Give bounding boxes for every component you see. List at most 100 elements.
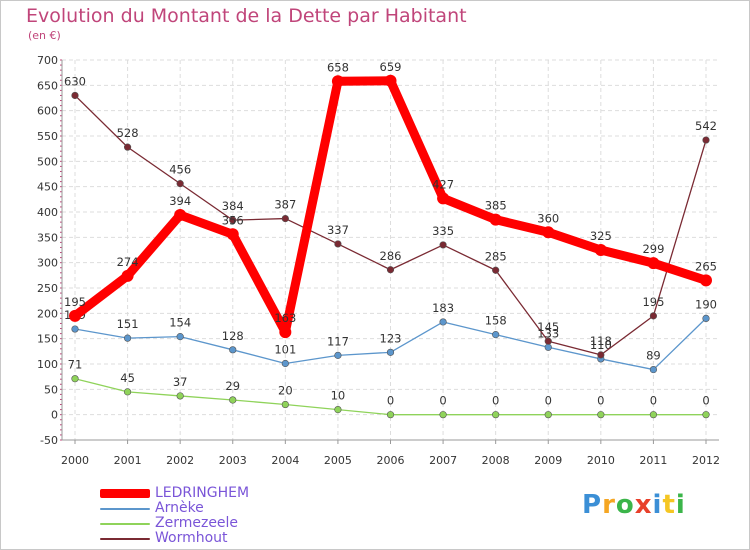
data-point-wormhout	[334, 240, 342, 248]
y-tick-label: 150	[37, 333, 58, 346]
data-label-ledringhem: 195	[64, 295, 86, 309]
legend-swatch	[100, 489, 150, 498]
x-tick-label: 2004	[271, 454, 299, 467]
y-tick-label: 400	[37, 206, 58, 219]
data-label-arn-ke: 123	[380, 331, 402, 345]
legend-label: LEDRINGHEM	[155, 485, 250, 501]
data-point-wormhout	[71, 91, 79, 100]
y-tick-label: 250	[37, 282, 58, 295]
data-label-zermezeele: 0	[597, 394, 604, 408]
legend-label: Zermezeele	[155, 515, 239, 531]
data-label-wormhout: 384	[222, 199, 244, 213]
x-tick-label: 2011	[639, 454, 667, 467]
data-point-wormhout	[386, 266, 395, 274]
data-label-zermezeele: 0	[492, 394, 499, 408]
data-point-arn-ke	[439, 318, 447, 326]
data-label-arn-ke: 154	[169, 316, 191, 330]
y-tick-label: 550	[37, 130, 58, 143]
y-tick-label: 100	[37, 358, 58, 371]
data-point-ledringhem	[279, 326, 292, 339]
x-tick-label: 2002	[166, 454, 194, 467]
data-point-arn-ke	[229, 346, 237, 354]
data-point-ledringhem	[489, 213, 502, 226]
data-label-zermezeele: 45	[120, 371, 135, 385]
data-label-wormhout: 286	[380, 249, 402, 263]
x-tick-label: 2000	[61, 454, 89, 467]
data-label-zermezeele: 0	[650, 394, 657, 408]
data-label-zermezeele: 0	[439, 394, 446, 408]
data-point-wormhout	[492, 266, 500, 274]
data-label-ledringhem: 659	[380, 60, 402, 74]
legend-swatch	[100, 537, 150, 540]
data-point-zermezeele	[71, 375, 79, 383]
data-point-zermezeele	[123, 388, 132, 396]
data-point-wormhout	[281, 214, 289, 223]
data-point-ledringhem	[174, 209, 187, 222]
data-label-wormhout: 118	[590, 334, 612, 348]
data-label-ledringhem: 163	[274, 311, 296, 325]
data-point-zermezeele	[229, 396, 237, 404]
data-point-arn-ke	[649, 365, 658, 374]
x-tick-label: 2005	[324, 454, 352, 467]
legend-item-wormhout: Wormhout	[100, 531, 249, 546]
data-label-ledringhem: 325	[590, 229, 612, 243]
data-point-wormhout	[702, 136, 710, 144]
data-point-arn-ke	[702, 314, 710, 323]
data-label-zermezeele: 20	[278, 384, 293, 398]
data-label-ledringhem: 658	[327, 60, 349, 74]
logo-letter: i	[675, 490, 686, 520]
y-tick-label: 600	[37, 105, 58, 118]
data-label-wormhout: 528	[117, 126, 139, 140]
logo-letter: t	[662, 490, 676, 520]
logo-letter: o	[615, 490, 635, 520]
data-point-zermezeele	[386, 411, 395, 419]
y-tick-label: -50	[40, 434, 58, 447]
data-label-zermezeele: 37	[173, 375, 188, 389]
x-tick-label: 2012	[692, 454, 720, 467]
y-tick-label: 300	[37, 257, 58, 270]
data-point-zermezeele	[702, 411, 710, 419]
data-point-wormhout	[649, 312, 658, 320]
logo-letter: i	[652, 490, 663, 520]
x-tick-label: 2007	[429, 454, 457, 467]
data-point-zermezeele	[492, 411, 500, 419]
data-label-arn-ke: 183	[432, 301, 454, 315]
data-label-arn-ke: 117	[327, 334, 349, 348]
data-point-ledringhem	[121, 269, 134, 282]
data-label-zermezeele: 71	[68, 358, 83, 372]
data-point-ledringhem	[69, 309, 81, 322]
data-point-zermezeele	[334, 406, 342, 414]
legend-item-zermezeele: Zermezeele	[100, 516, 249, 531]
data-label-arn-ke: 190	[695, 297, 717, 311]
y-tick-label: 650	[37, 79, 58, 92]
data-point-ledringhem	[647, 257, 660, 270]
x-tick-label: 2003	[219, 454, 247, 467]
data-point-arn-ke	[123, 334, 132, 342]
legend-item-ledringhem: LEDRINGHEM	[100, 486, 249, 501]
data-label-arn-ke: 133	[537, 326, 559, 340]
x-tick-label: 2010	[587, 454, 615, 467]
data-label-wormhout: 630	[64, 74, 86, 88]
data-point-wormhout	[597, 351, 605, 359]
data-label-zermezeele: 0	[545, 394, 552, 408]
x-tick-label: 2001	[114, 454, 142, 467]
data-label-zermezeele: 29	[225, 379, 240, 393]
y-tick-label: 50	[44, 383, 58, 396]
legend-label: Wormhout	[155, 530, 228, 546]
data-label-wormhout: 195	[642, 295, 664, 309]
data-point-arn-ke	[492, 331, 500, 339]
data-label-wormhout: 145	[537, 320, 559, 334]
data-label-zermezeele: 0	[387, 394, 394, 408]
x-tick-label: 2008	[482, 454, 510, 467]
data-point-wormhout	[229, 216, 237, 224]
data-label-wormhout: 285	[485, 249, 507, 263]
data-point-arn-ke	[334, 351, 342, 359]
data-label-ledringhem: 299	[642, 242, 664, 256]
data-point-ledringhem	[384, 74, 397, 87]
data-label-ledringhem: 385	[485, 199, 507, 213]
logo-letter: x	[634, 490, 653, 520]
data-point-wormhout	[544, 337, 552, 345]
legend: LEDRINGHEM Arnèke Zermezeele Wormhout	[100, 486, 249, 546]
data-label-zermezeele: 0	[702, 394, 709, 408]
